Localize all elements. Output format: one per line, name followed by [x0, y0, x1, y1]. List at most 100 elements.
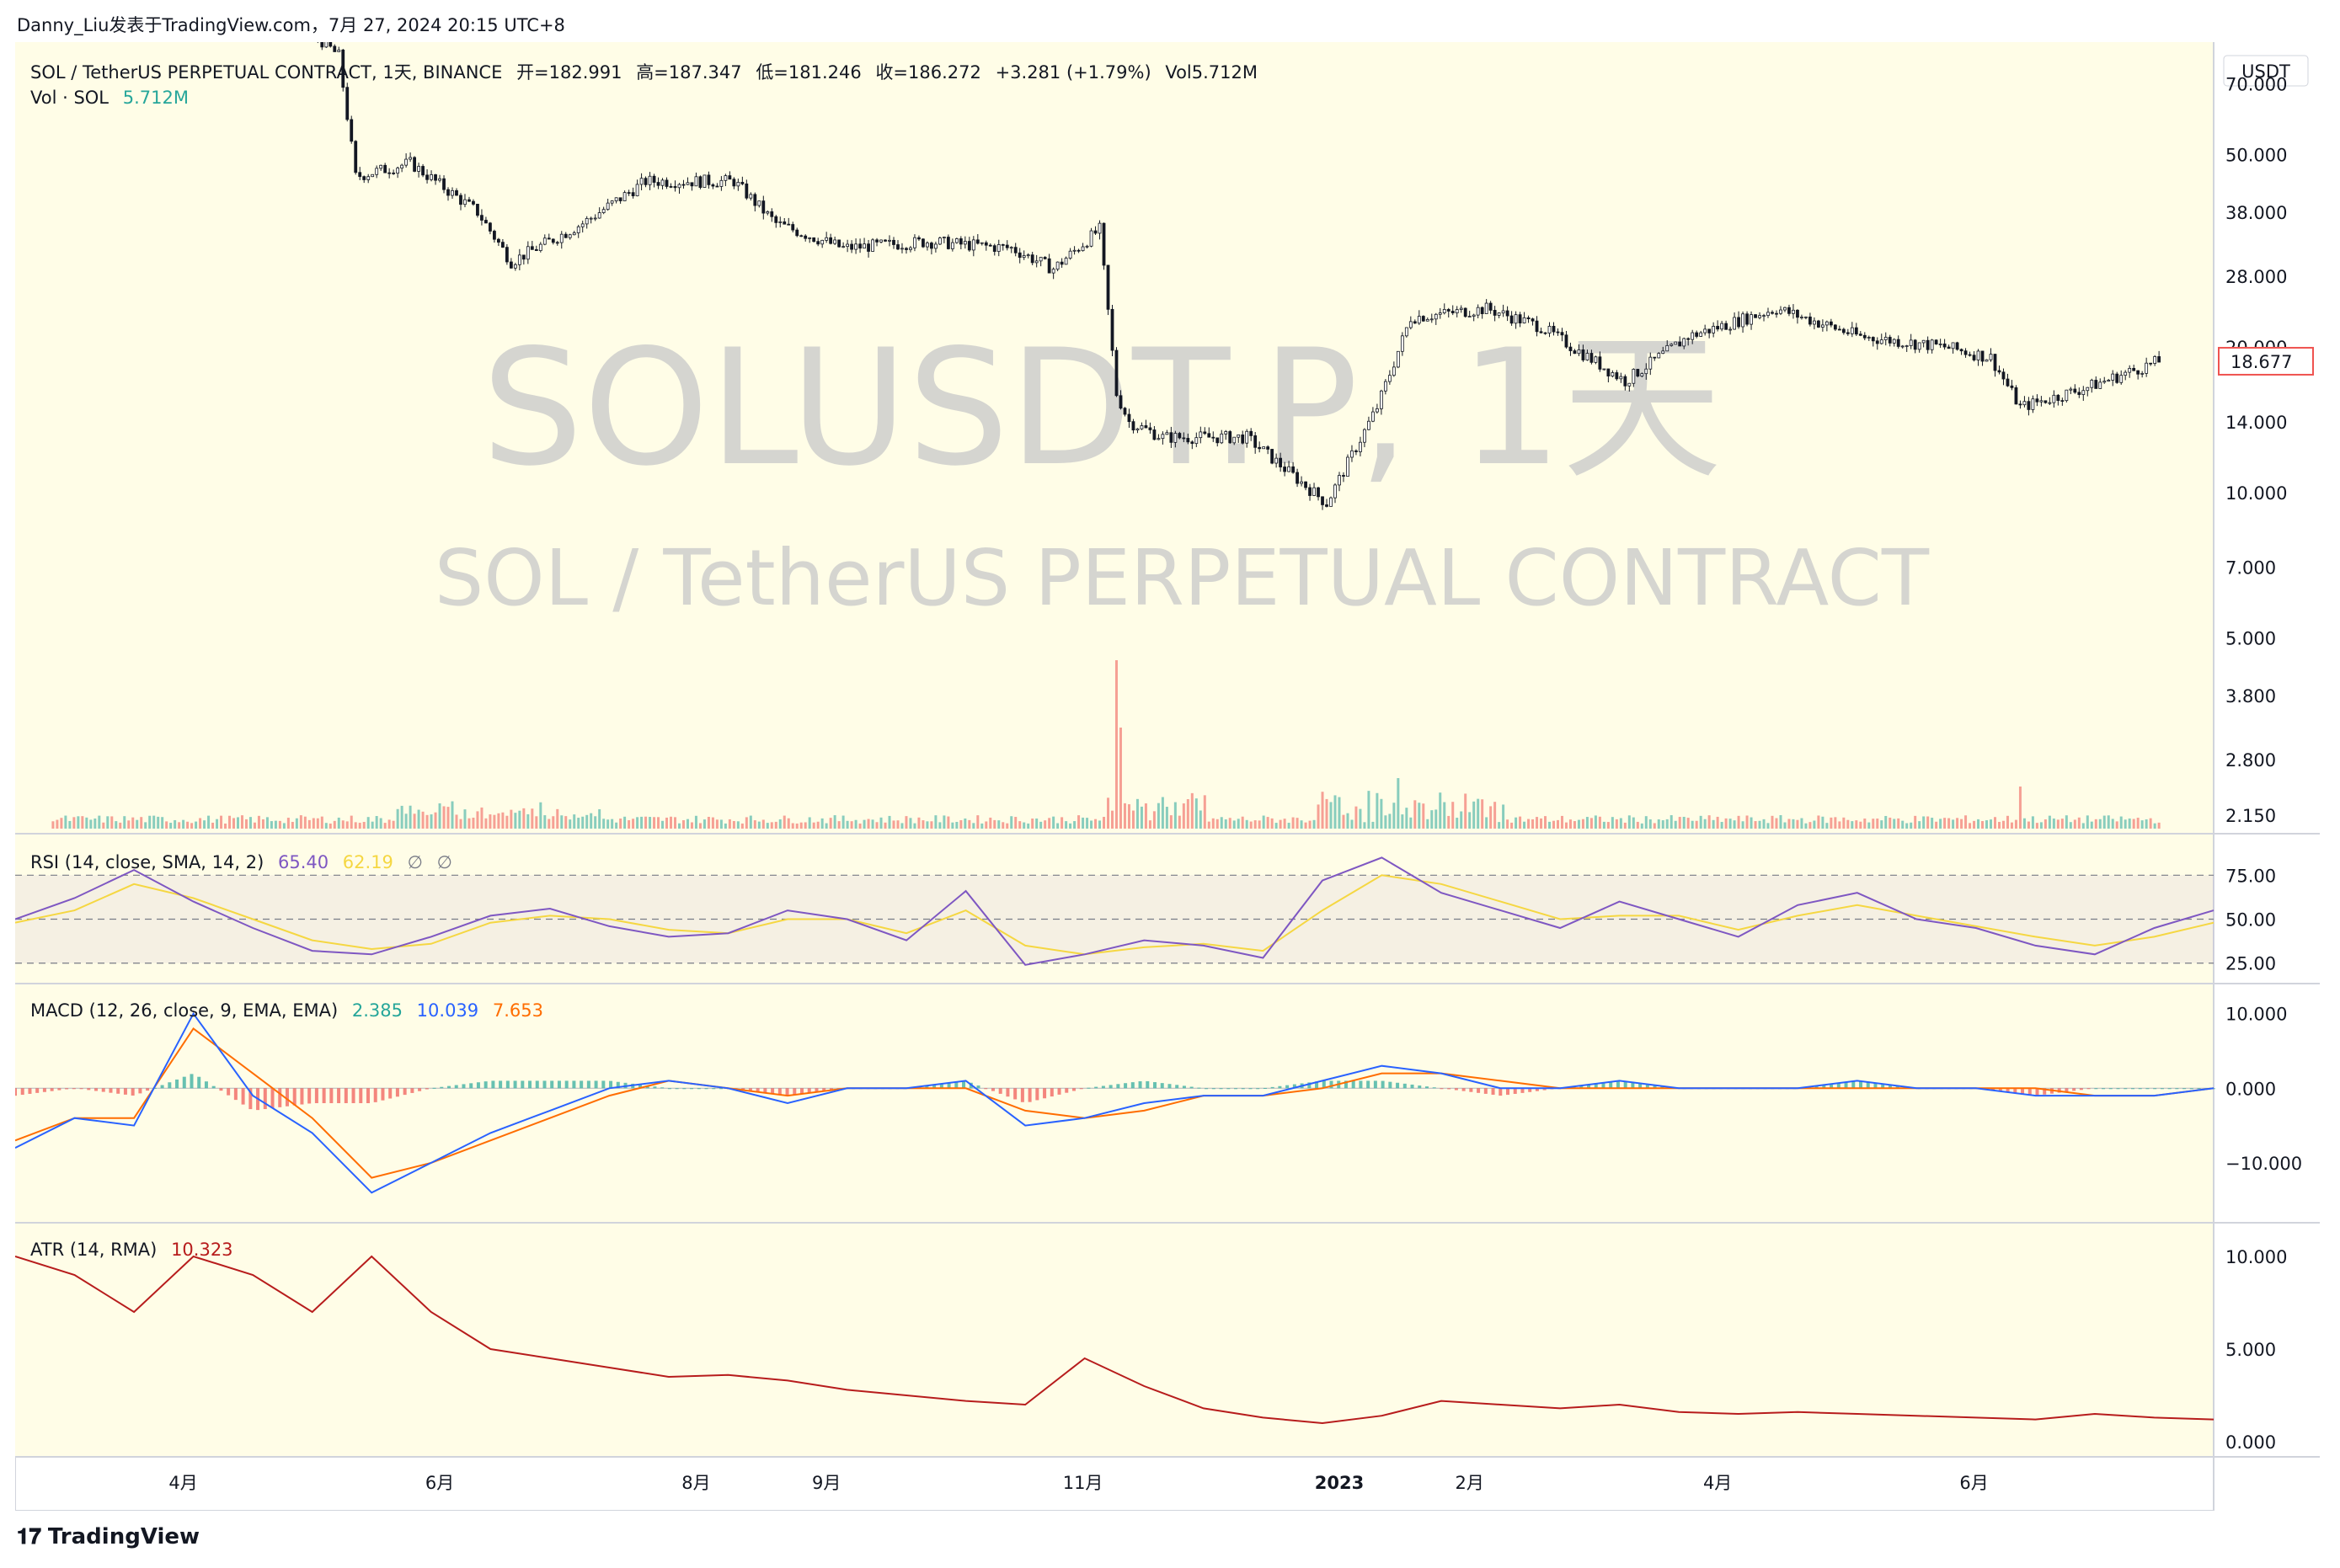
candle[interactable]: [681, 184, 686, 186]
candle[interactable]: [2001, 371, 2006, 380]
candle[interactable]: [959, 238, 963, 245]
candle[interactable]: [1237, 435, 1241, 438]
candle[interactable]: [686, 182, 690, 185]
candle[interactable]: [1972, 355, 1976, 360]
candle[interactable]: [1392, 366, 1396, 376]
candle[interactable]: [1203, 431, 1207, 435]
candle[interactable]: [1648, 356, 1653, 370]
candle[interactable]: [2065, 389, 2069, 402]
candle[interactable]: [1060, 261, 1064, 265]
candle[interactable]: [1258, 446, 1262, 450]
candle[interactable]: [984, 242, 988, 246]
candle[interactable]: [1030, 254, 1034, 264]
candle[interactable]: [396, 168, 400, 174]
candle[interactable]: [1131, 421, 1135, 431]
candle[interactable]: [1245, 430, 1249, 444]
candle[interactable]: [1707, 328, 1712, 333]
candle[interactable]: [2077, 392, 2081, 395]
candle[interactable]: [1514, 314, 1518, 324]
candle[interactable]: [1547, 325, 1552, 333]
candle[interactable]: [484, 220, 488, 224]
candle[interactable]: [757, 200, 761, 206]
candle[interactable]: [1501, 310, 1505, 314]
candle[interactable]: [2018, 403, 2022, 406]
candle[interactable]: [938, 237, 942, 245]
candle[interactable]: [1123, 408, 1127, 415]
candle[interactable]: [324, 42, 329, 48]
candle[interactable]: [1199, 431, 1203, 439]
candle[interactable]: [350, 119, 354, 142]
candle[interactable]: [635, 184, 639, 197]
candle[interactable]: [2086, 387, 2090, 392]
candle[interactable]: [1930, 339, 1934, 350]
candle[interactable]: [1480, 307, 1484, 314]
candle[interactable]: [1429, 318, 1434, 321]
candle[interactable]: [833, 239, 837, 244]
candle[interactable]: [610, 200, 614, 204]
candle[interactable]: [1413, 321, 1417, 324]
candle[interactable]: [1157, 438, 1161, 440]
candle[interactable]: [1001, 244, 1005, 246]
candle[interactable]: [1173, 433, 1178, 443]
candle[interactable]: [500, 242, 505, 248]
candle[interactable]: [1951, 342, 1955, 349]
candle[interactable]: [1724, 323, 1728, 330]
candle[interactable]: [2043, 400, 2048, 403]
candle[interactable]: [673, 186, 677, 189]
candle[interactable]: [913, 237, 916, 248]
candle[interactable]: [1312, 487, 1316, 496]
candle[interactable]: [1211, 436, 1215, 439]
candle[interactable]: [1119, 395, 1123, 409]
candle[interactable]: [1678, 341, 1682, 347]
candle[interactable]: [446, 189, 450, 196]
candle[interactable]: [2069, 388, 2073, 391]
candle[interactable]: [996, 244, 1001, 252]
candle[interactable]: [1333, 484, 1337, 499]
candle[interactable]: [1754, 314, 1757, 318]
candle[interactable]: [1296, 472, 1299, 484]
candle[interactable]: [1733, 317, 1736, 330]
candle[interactable]: [1190, 441, 1194, 445]
candle[interactable]: [677, 184, 681, 189]
candle[interactable]: [1539, 331, 1543, 333]
candle[interactable]: [1228, 431, 1232, 444]
candle[interactable]: [1509, 315, 1514, 324]
candle[interactable]: [1942, 344, 1947, 348]
candle[interactable]: [992, 245, 996, 252]
candle[interactable]: [1022, 255, 1026, 259]
candle[interactable]: [1900, 345, 1905, 348]
candle[interactable]: [1854, 327, 1858, 335]
candle[interactable]: [778, 221, 783, 223]
candle[interactable]: [451, 189, 454, 196]
candle[interactable]: [585, 218, 589, 225]
candle[interactable]: [1813, 320, 1816, 325]
candle[interactable]: [1350, 450, 1354, 458]
candle[interactable]: [1564, 334, 1568, 348]
candle[interactable]: [1989, 354, 1993, 360]
candle[interactable]: [1127, 413, 1131, 423]
candle[interactable]: [2111, 373, 2115, 381]
candle[interactable]: [825, 237, 829, 241]
candle[interactable]: [333, 45, 337, 52]
candle[interactable]: [2132, 367, 2136, 371]
candle[interactable]: [1737, 317, 1740, 328]
candle[interactable]: [375, 168, 379, 175]
candle[interactable]: [509, 261, 513, 269]
candle[interactable]: [774, 216, 778, 223]
candle[interactable]: [1383, 381, 1387, 392]
candle[interactable]: [421, 166, 425, 176]
candle[interactable]: [547, 237, 551, 240]
candle[interactable]: [2102, 381, 2107, 383]
candle[interactable]: [1518, 314, 1522, 323]
candle[interactable]: [1750, 314, 1753, 325]
candle[interactable]: [345, 87, 350, 120]
candle[interactable]: [1241, 435, 1245, 444]
candle[interactable]: [732, 179, 736, 187]
candle[interactable]: [2090, 380, 2094, 388]
candle[interactable]: [404, 158, 409, 166]
candle[interactable]: [879, 239, 883, 243]
candle[interactable]: [829, 237, 833, 244]
candle[interactable]: [1089, 230, 1093, 247]
candle[interactable]: [665, 179, 669, 187]
candle[interactable]: [366, 176, 371, 180]
